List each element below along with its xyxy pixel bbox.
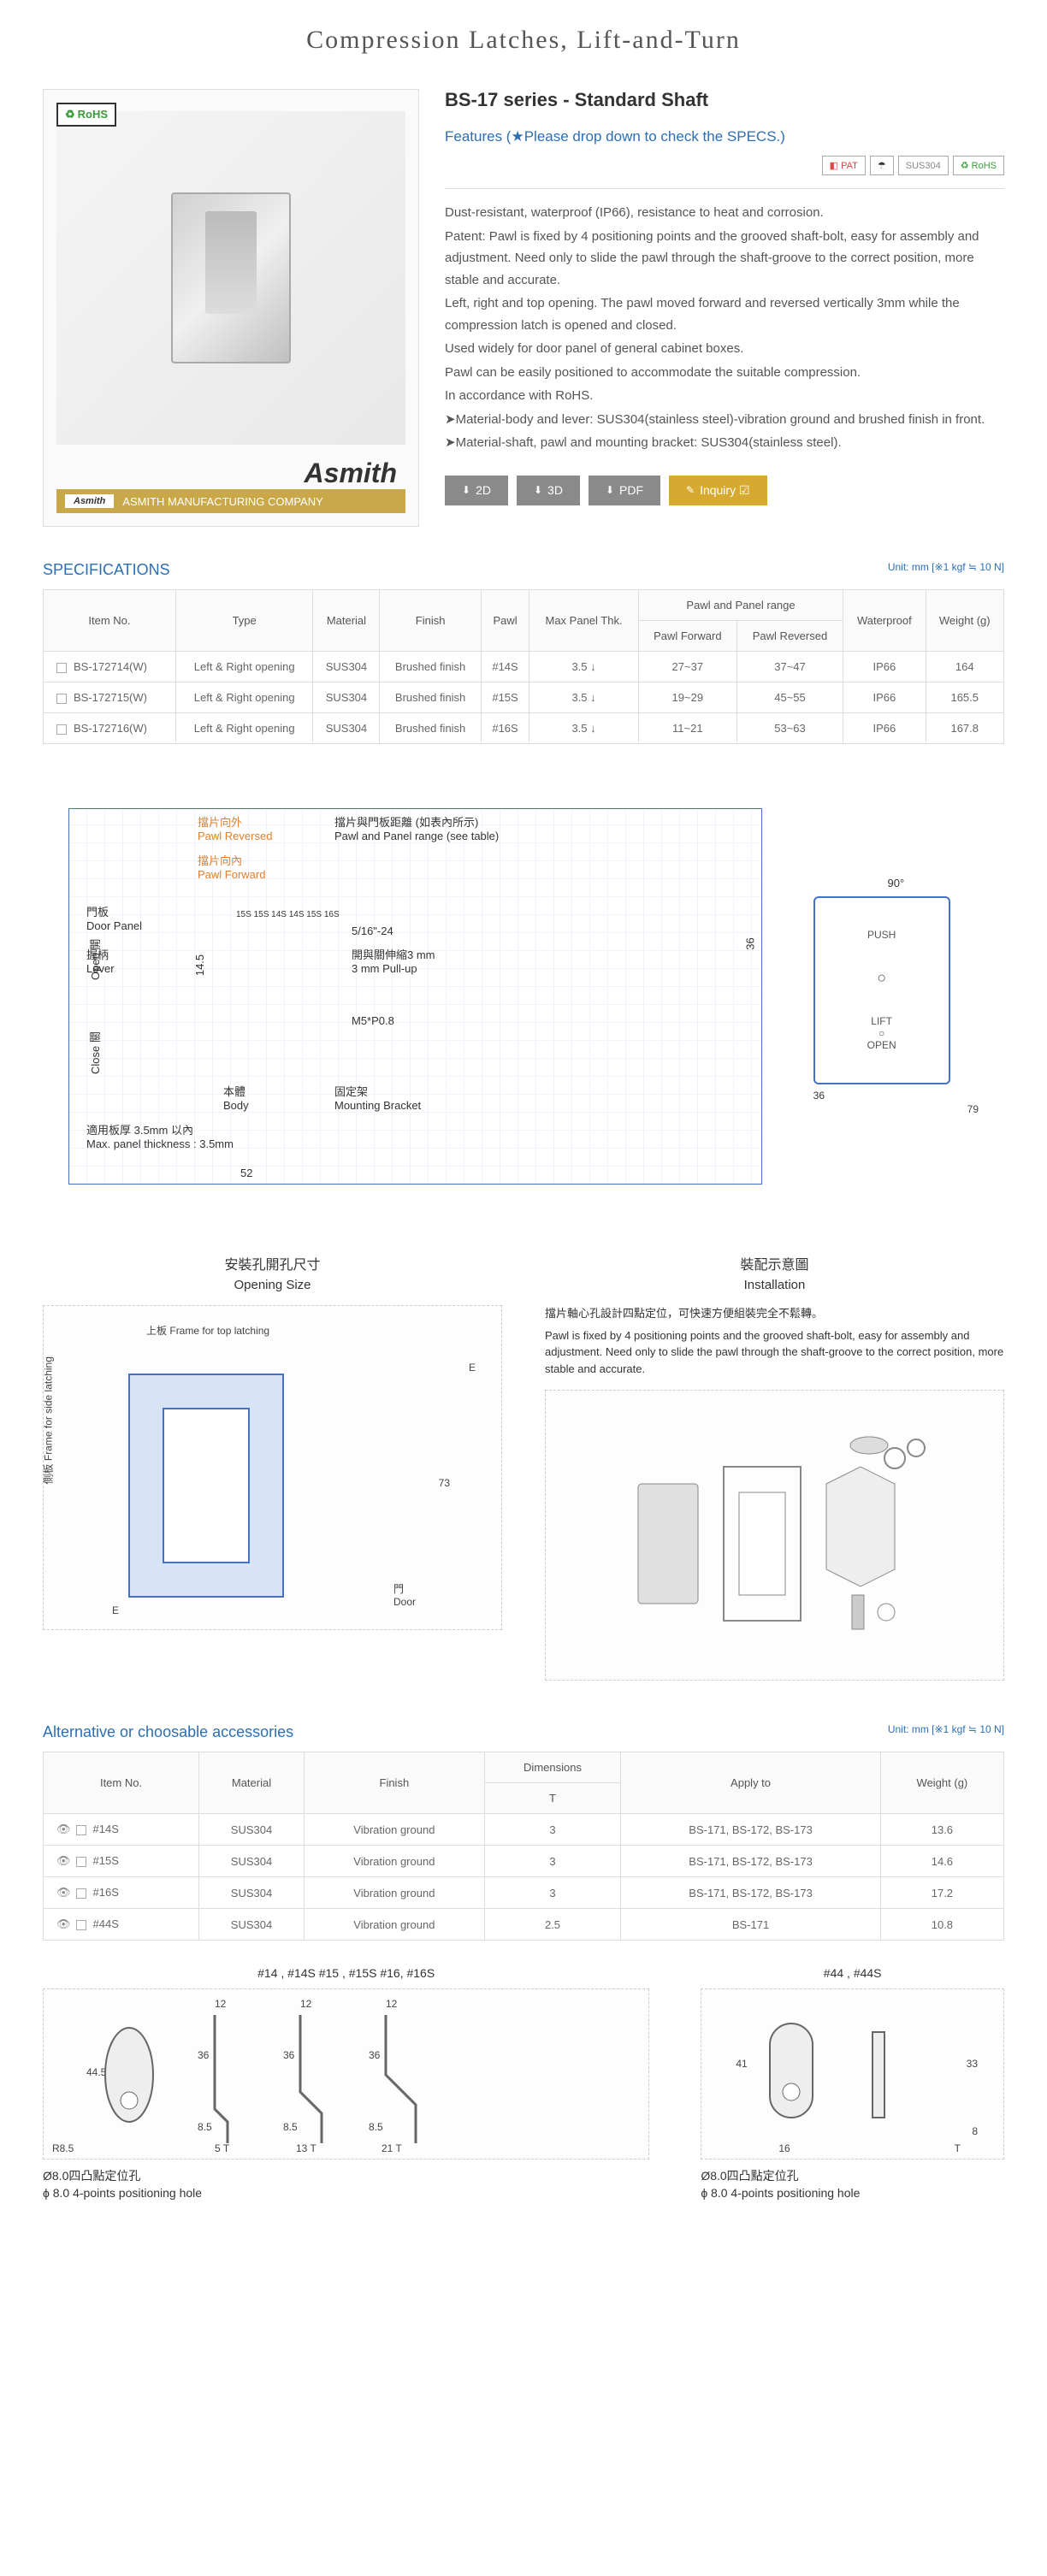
opening-title-en: Opening Size [43,1278,502,1292]
angle-90: 90° [813,877,979,889]
description: Dust-resistant, waterproof (IP66), resis… [445,202,1004,454]
pawl-labels-left: #14 , #14S #15 , #15S #16, #16S [43,1966,649,1980]
table-row: 👁#44S SUS304Vibration ground2.5BS-17110.… [44,1909,1004,1941]
pawl-note-left: Ø8.0四凸點定位孔 ϕ 8.0 4-points positioning ho… [43,2168,649,2201]
cert-badge: ♻ RoHS [953,156,1004,175]
certifications: ◧ PAT☂ SUS304♻ RoHS [445,156,1004,175]
install-diagram [545,1390,1004,1681]
checkbox[interactable] [76,1825,86,1835]
desc-line: Left, right and top opening. The pawl mo… [445,292,1004,336]
desc-line: Used widely for door panel of general ca… [445,338,1004,360]
specs-table: Item No. Type Material Finish Pawl Max P… [43,589,1004,744]
th-material: Material [313,590,380,652]
unit-note: Unit: mm [※1 kgf ≒ 10 N] [888,561,1004,573]
checkbox[interactable] [76,1857,86,1867]
desc-line: Pawl can be easily positioned to accommo… [445,362,1004,384]
rohs-badge: RoHS [56,103,116,127]
th-acc-item: Item No. [44,1752,199,1814]
latch-front-view: PUSH ○ LIFT○OPEN [813,896,950,1084]
th-fwd: Pawl Forward [638,621,736,652]
table-row: BS-172715(W) Left & Right openingSUS304B… [44,682,1004,713]
download-pdf-button[interactable]: PDF [589,476,660,505]
middle-section: 安裝孔開孔尺寸 Opening Size 上板 Frame for top la… [43,1253,1004,1681]
th-acc-t: T [484,1783,621,1814]
unit-note-acc: Unit: mm [※1 kgf ≒ 10 N] [888,1723,1004,1735]
table-row: BS-172716(W) Left & Right openingSUS304B… [44,713,1004,744]
th-acc-dim: Dimensions [484,1752,621,1783]
desc-line: ➤Material-body and lever: SUS304(stainle… [445,409,1004,431]
desc-line: ➤Material-shaft, pawl and mounting brack… [445,432,1004,454]
desc-line: In accordance with RoHS. [445,385,1004,407]
install-text: 擋片軸心孔設計四點定位，可快速方便組裝完全不鬆轉。 Pawl is fixed … [545,1305,1004,1377]
checkbox[interactable] [56,694,67,704]
th-pawl: Pawl [481,590,529,652]
brand-company: ASMITH MANUFACTURING COMPANY [122,495,323,508]
view-icon[interactable]: 👁 [56,1854,71,1867]
cert-badge: ☂ [870,156,894,175]
view-icon[interactable]: 👁 [56,1886,71,1899]
push-label: PUSH [867,929,896,941]
th-item: Item No. [44,590,176,652]
action-buttons: 2D 3D PDF Inquiry ☑ [445,476,1004,505]
pawl-note-right: Ø8.0四凸點定位孔 ϕ 8.0 4-points positioning ho… [701,2168,1004,2201]
install-title-en: Installation [545,1278,1004,1292]
brand-tag: Asmith [65,494,114,508]
main-diagram: 擋片向外Pawl Reversed 擋片與門板距離 (如表內所示)Pawl an… [43,774,1004,1219]
product-info: BS-17 series - Standard Shaft Features (… [445,89,1004,527]
view-icon[interactable]: 👁 [56,1823,71,1835]
desc-line: Patent: Pawl is fixed by 4 positioning p… [445,226,1004,292]
accessories-section: Alternative or choosable accessories Uni… [43,1723,1004,1941]
view-icon[interactable]: 👁 [56,1917,71,1930]
th-rev: Pawl Reversed [736,621,843,652]
th-type: Type [175,590,313,652]
pawl-diagram-left: 44.5 R8.5 12 36 8.5 5 T 12 36 8.5 13 T 1… [43,1988,649,2159]
pawl-diagram-right: 41 33 16 8 T [701,1988,1004,2159]
th-acc-mat: Material [199,1752,305,1814]
pawl-labels-right: #44 , #44S [701,1966,1004,1980]
divider [445,188,1004,189]
desc-line: Dust-resistant, waterproof (IP66), resis… [445,202,1004,224]
table-row: BS-172714(W) Left & Right openingSUS304B… [44,652,1004,682]
th-acc-apply: Apply to [621,1752,881,1814]
table-row: 👁#14S SUS304Vibration ground3BS-171, BS-… [44,1814,1004,1846]
brand-name: Asmith [56,458,405,489]
th-range: Pawl and Panel range [638,590,843,621]
th-finish: Finish [380,590,481,652]
specs-title: SPECIFICATIONS Unit: mm [※1 kgf ≒ 10 N] [43,561,1004,579]
page-title: Compression Latches, Lift-and-Turn [43,26,1004,55]
download-3d-button[interactable]: 3D [517,476,580,505]
download-2d-button[interactable]: 2D [445,476,508,505]
pawl-diagrams: #14 , #14S #15 , #15S #16, #16S 44.5 R8.… [43,1966,1004,2201]
install-title-cn: 裝配示意圖 [545,1253,1004,1273]
cert-badge: SUS304 [898,156,949,175]
features-heading: Features (★Please drop down to check the… [445,128,1004,145]
th-wt: Weight (g) [926,590,1004,652]
checkbox[interactable] [56,724,67,735]
product-image: RoHS Asmith Asmith ASMITH MANUFACTURING … [43,89,419,527]
product-title: BS-17 series - Standard Shaft [445,89,1004,111]
th-wp: Waterproof [843,590,926,652]
table-row: 👁#15S SUS304Vibration ground3BS-171, BS-… [44,1846,1004,1877]
inquiry-button[interactable]: Inquiry ☑ [669,476,767,505]
opening-title-cn: 安裝孔開孔尺寸 [43,1253,502,1273]
accessories-title: Alternative or choosable accessories Uni… [43,1723,1004,1741]
th-acc-wt: Weight (g) [880,1752,1003,1814]
brand-bar: Asmith ASMITH MANUFACTURING COMPANY [56,489,405,513]
opening-diagram: 上板 Frame for top latching 側板 Frame for s… [43,1305,502,1630]
checkbox[interactable] [56,663,67,673]
checkbox[interactable] [76,1888,86,1899]
accessories-table: Item No. Material Finish Dimensions Appl… [43,1752,1004,1941]
checkbox[interactable] [76,1920,86,1930]
product-photo [56,111,405,445]
top-section: RoHS Asmith Asmith ASMITH MANUFACTURING … [43,89,1004,527]
cert-badge: ◧ PAT [822,156,866,175]
th-thk: Max Panel Thk. [529,590,639,652]
table-row: 👁#16S SUS304Vibration ground3BS-171, BS-… [44,1877,1004,1909]
th-acc-fin: Finish [304,1752,484,1814]
